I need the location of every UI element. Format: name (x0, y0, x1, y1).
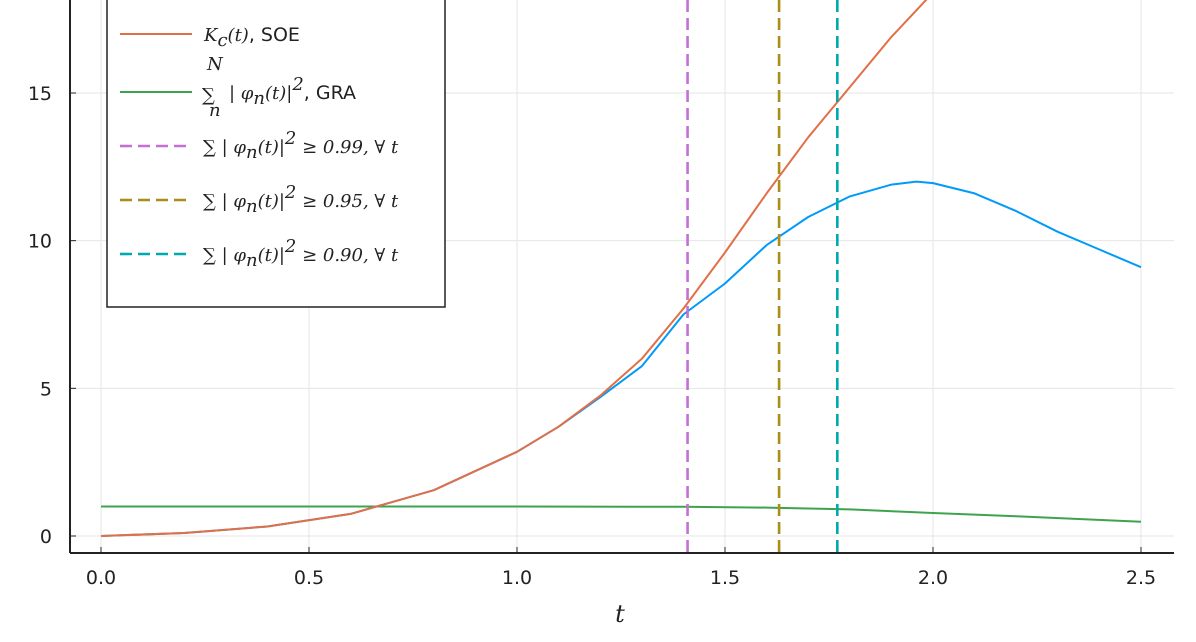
y-tick-label: 15 (28, 83, 52, 105)
legend-label-sum: ∑ (202, 85, 215, 106)
legend-label-limit: N (206, 54, 224, 75)
grid (70, 0, 1174, 553)
x-tick-label: 0.5 (294, 567, 324, 589)
series-layer (100, 0, 1142, 553)
legend-label: ∑ | φn(t)|2 ≥ 0.99, ∀ t (203, 128, 399, 163)
x-axis-label: t (615, 600, 625, 628)
legend-label: ∑ | φn(t)|2 ≥ 0.90, ∀ t (203, 236, 399, 271)
series-line (100, 0, 928, 537)
y-tick-label: 0 (40, 526, 52, 548)
legend-label: Kc(t), SOE (203, 24, 300, 51)
x-tick-label: 1.5 (710, 567, 740, 589)
legend-label: | φn(t)|2, GRA (229, 74, 356, 109)
series-line (101, 505, 1142, 523)
legend: Kc(t), SOE N ∑n | φn(t)|2, GRA ∑ | φn(t)|2 ≥… (106, 0, 446, 308)
legend-label-limit: n (209, 100, 221, 121)
y-tick-label: 10 (28, 231, 52, 253)
y-tick-label: 5 (40, 378, 52, 400)
x-tick-label: 2.5 (1126, 567, 1156, 589)
ticks: 0.0 0.5 1.0 1.5 2.0 2.5 0 5 10 15 (28, 83, 1156, 589)
plot-area (100, 0, 1142, 553)
legend-box (106, 0, 446, 308)
axes (69, 0, 1174, 554)
x-tick-label: 2.0 (918, 567, 948, 589)
x-tick-label: 0.0 (86, 567, 116, 589)
x-tick-label: 1.0 (502, 567, 532, 589)
legend-label: ∑ | φn(t)|2 ≥ 0.95, ∀ t (203, 182, 399, 217)
